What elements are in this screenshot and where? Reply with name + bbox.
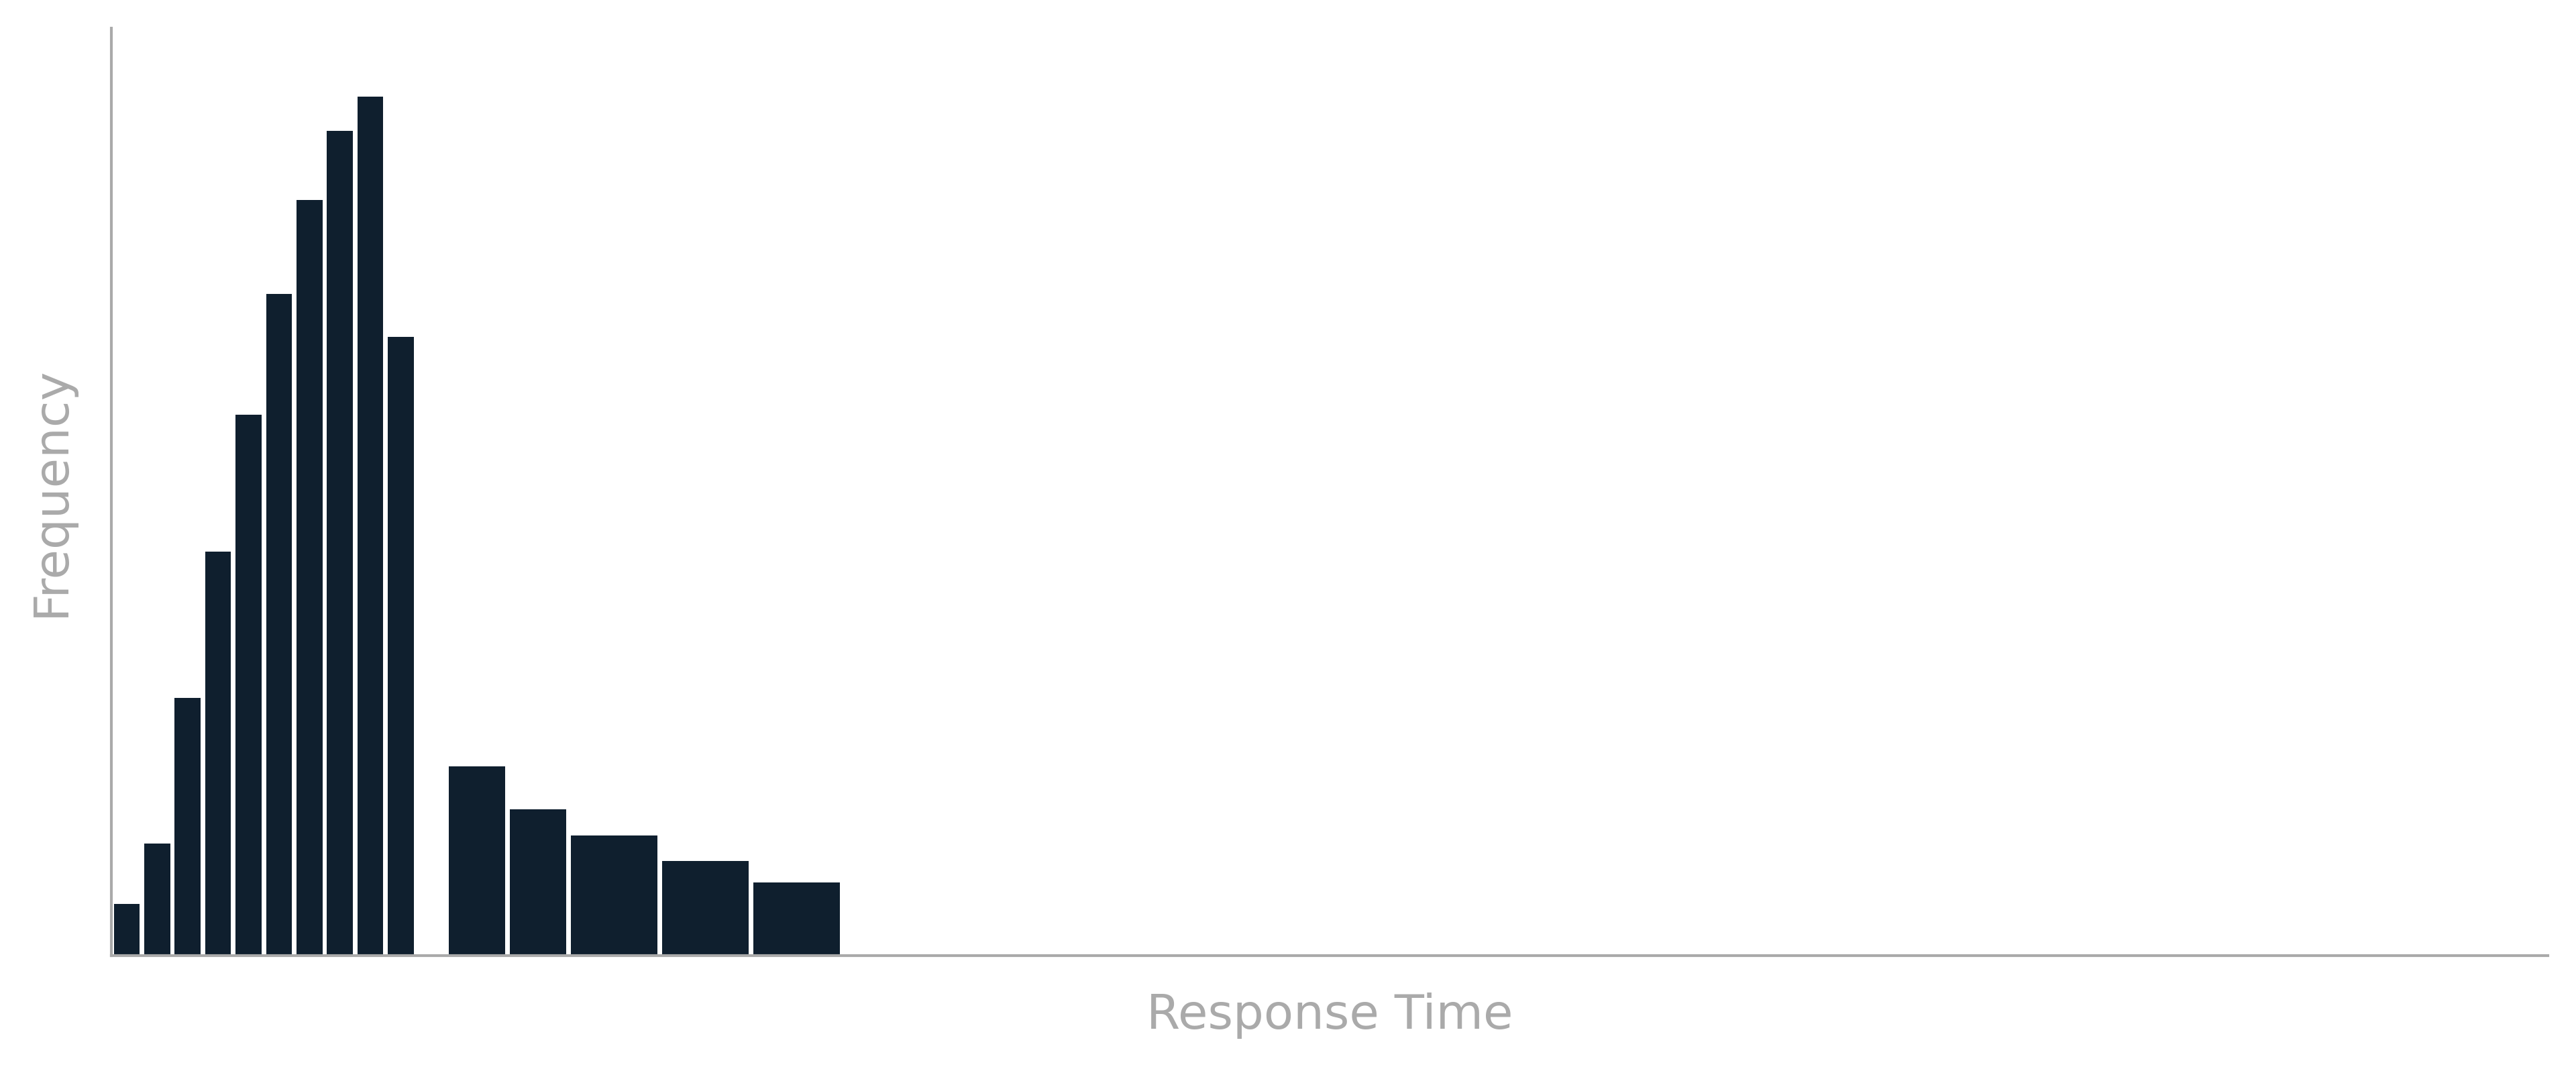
Bar xyxy=(144,844,170,955)
Bar xyxy=(327,131,353,955)
Bar xyxy=(448,766,505,955)
Bar xyxy=(265,294,291,955)
Bar xyxy=(389,337,415,955)
Bar xyxy=(206,552,232,955)
Bar xyxy=(662,861,750,955)
Y-axis label: Frequency: Frequency xyxy=(28,366,75,617)
Bar xyxy=(572,835,657,955)
Bar xyxy=(358,97,384,955)
Bar xyxy=(752,882,840,955)
Bar xyxy=(234,414,263,955)
Bar xyxy=(113,904,139,955)
X-axis label: Response Time: Response Time xyxy=(1146,992,1512,1039)
Bar xyxy=(296,200,322,955)
Bar xyxy=(175,698,201,955)
Bar xyxy=(510,810,567,955)
